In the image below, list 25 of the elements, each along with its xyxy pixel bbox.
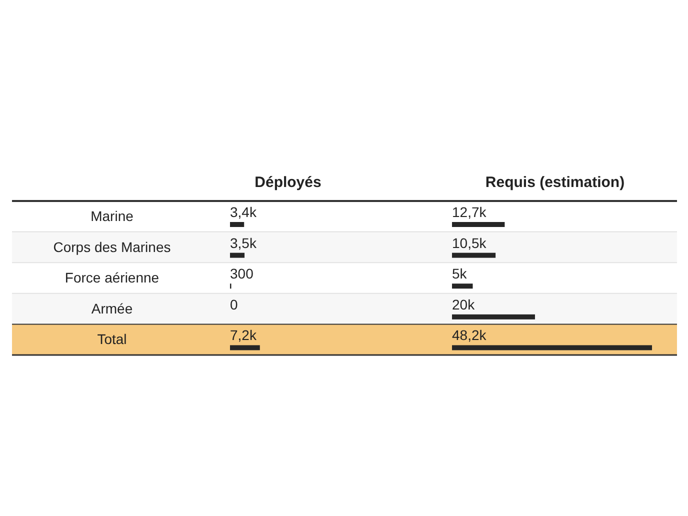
data-label: 5k bbox=[452, 266, 468, 282]
data-label: 3,4k bbox=[230, 204, 258, 220]
y-tick-label: Corps des Marines bbox=[53, 238, 171, 255]
bar bbox=[452, 345, 652, 350]
bar bbox=[230, 345, 260, 350]
data-label: 3,5k bbox=[230, 234, 258, 251]
y-tick-label: Armée bbox=[91, 300, 133, 316]
bar bbox=[452, 284, 473, 289]
bar bbox=[452, 252, 496, 258]
bar bbox=[452, 314, 535, 320]
y-tick-label: Force aérienne bbox=[64, 270, 160, 286]
y-tick-label: Marine bbox=[90, 208, 134, 224]
data-label: 300 bbox=[230, 266, 254, 282]
y-tick-label: Total bbox=[97, 331, 127, 348]
data-label: 20k bbox=[452, 296, 476, 312]
chart-title: Déployés bbox=[254, 174, 322, 191]
bar bbox=[230, 252, 245, 258]
data-label: 48,2k bbox=[452, 327, 488, 344]
data-label: 12,7k bbox=[452, 204, 488, 220]
chart-title: Requis (estimation) bbox=[485, 174, 625, 191]
bar bbox=[452, 222, 505, 227]
data-label: 7,2k bbox=[230, 327, 258, 344]
data-label: 10,5k bbox=[452, 234, 488, 251]
bar bbox=[230, 222, 244, 227]
data-label: 0 bbox=[230, 296, 238, 312]
